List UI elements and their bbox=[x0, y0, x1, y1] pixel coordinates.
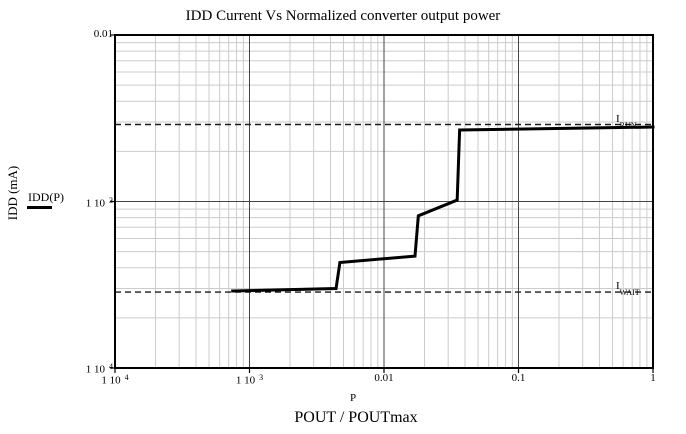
iwait-symbol: I bbox=[616, 280, 620, 292]
chart-title: IDD Current Vs Normalized converter outp… bbox=[185, 8, 501, 24]
legend-series-label: IDD(P) bbox=[28, 190, 64, 204]
x-tick-label: 1 10 3 bbox=[235, 373, 264, 387]
x-tick-label: 0.1 bbox=[511, 372, 526, 384]
y-tick-label: 1 10 3 bbox=[85, 195, 113, 210]
major-gridlines bbox=[115, 35, 653, 368]
iwait-subscript: WAIT bbox=[619, 288, 640, 298]
x-axis-label: P bbox=[349, 392, 357, 404]
y-tick-label: 0.01 bbox=[93, 28, 113, 40]
irun-symbol: I bbox=[616, 112, 620, 125]
plot-border bbox=[114, 34, 654, 369]
x-tick-label: 1 10 4 bbox=[101, 373, 129, 387]
iwait-annotation: IWAIT bbox=[616, 280, 640, 298]
irun-annotation: IRUN bbox=[616, 112, 637, 130]
x-tick-label: 0.01 bbox=[374, 372, 394, 384]
data-series bbox=[231, 125, 655, 293]
y-tick-label: 1 10 4 bbox=[85, 362, 113, 376]
irun-subscript: RUN bbox=[619, 120, 637, 130]
x-axis-sublabel: POUT / POUTmax bbox=[294, 409, 418, 426]
legend-line-swatch bbox=[27, 206, 52, 209]
axis-tick-marks bbox=[110, 34, 654, 373]
idd-curve bbox=[231, 125, 655, 293]
x-tick-label: 1 bbox=[650, 372, 656, 384]
